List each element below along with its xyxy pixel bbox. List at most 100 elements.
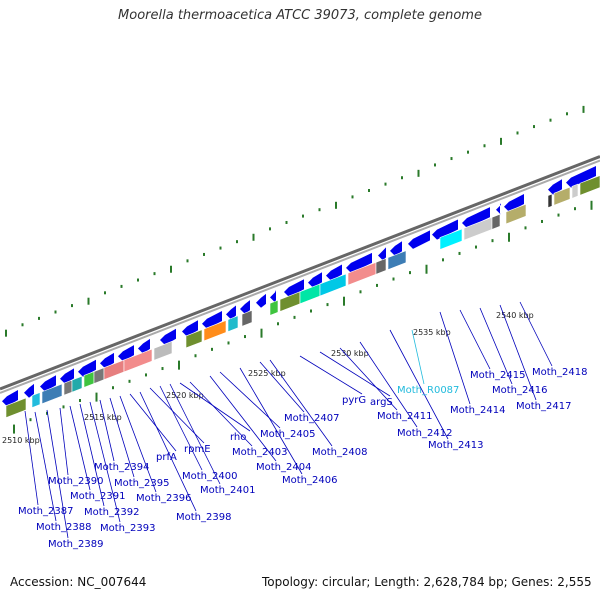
gene-label: Moth_2388 [36,522,91,533]
forward-gene-arrow [548,179,562,195]
forward-gene-arrow [270,290,276,303]
rna-label: Moth_R0087 [397,385,459,396]
gene-leader-line [159,385,203,471]
reverse-feature-box [269,299,279,316]
gene-leader-line [209,375,277,462]
gene-leader-line [46,409,69,539]
gene-label: rho [230,432,246,443]
reverse-feature-box [5,397,27,419]
gene-leader-line [69,405,91,491]
reverse-feature-box [71,375,83,393]
forward-gene-arrow [504,193,524,212]
gene-label: Moth_2400 [182,471,237,482]
reverse-feature-box [491,213,501,230]
scale-label: 2520 kbp [166,391,204,400]
forward-gene-arrow [390,241,402,256]
gene-label: Moth_2393 [100,523,155,534]
rna-leader-line [411,329,425,385]
gene-leader-line [99,399,115,462]
forward-gene-arrow [138,338,150,354]
gene-label: Moth_2404 [256,462,311,473]
forward-gene-arrow [432,219,458,240]
gene-leader-line [89,401,121,523]
gene-label: Moth_2394 [94,462,149,473]
forward-gene-arrow [202,310,222,329]
gene-label: Moth_2389 [48,539,103,550]
gene-leader-line [359,341,418,428]
forward-gene-arrow [566,166,596,188]
backbone-line [0,159,600,394]
backbone-line [0,155,600,391]
reverse-feature-box [319,273,347,297]
forward-gene-arrow [346,252,372,273]
gene-leader-line [319,351,391,397]
gene-leader-line [139,391,197,512]
gene-leader-line [459,309,491,370]
gene-label: Moth_2396 [136,493,191,504]
gene-label: prfA [156,452,177,463]
gene-leader-line [259,361,305,413]
reverse-feature-box [227,315,239,333]
gene-label: Moth_2390 [48,476,103,487]
forward-gene-arrow [182,320,198,337]
forward-gene-arrow [308,272,322,288]
gene-leader-line [109,397,135,478]
forward-gene-arrow [40,375,56,392]
gene-label: Moth_2416 [492,385,547,396]
gene-label: Moth_2392 [84,507,139,518]
reverse-feature-box [41,383,63,405]
gene-label: Moth_2398 [176,512,231,523]
forward-gene-arrow [496,203,501,215]
forward-gene-arrow [462,207,490,228]
gene-leader-line [119,395,157,493]
gene-leader-line [339,347,398,411]
forward-gene-arrow [118,345,134,362]
gene-leader-line [499,304,537,401]
gene-label: Moth_2418 [532,367,587,378]
genome-summary-label: Topology: circular; Length: 2,628,784 bp… [262,575,592,589]
reverse-feature-box [571,183,579,199]
reverse-feature-box [553,186,571,206]
scale-label: 2540 kbp [496,311,534,320]
gene-label: argS [370,397,393,408]
gene-leader-line [519,301,553,367]
gene-leader-line [34,411,57,522]
gene-label: Moth_2403 [232,447,287,458]
gene-label: Moth_2387 [18,506,73,517]
gene-leader-line [79,403,105,507]
gene-leader-line [189,381,253,447]
forward-gene-arrow [284,279,304,297]
gene-label: Moth_2417 [516,401,571,412]
gene-label: Moth_2413 [428,440,483,451]
gene-label: Moth_2405 [260,429,315,440]
forward-gene-arrow [408,230,430,249]
scale-label: 2510 kbp [2,436,40,445]
reverse-feature-box [153,340,173,361]
accession-label: Accession: NC_007644 [10,575,147,589]
gene-label: Moth_2406 [282,475,337,486]
reverse-feature-box [579,175,600,196]
forward-gene-arrow [256,293,266,308]
gene-leader-line [129,393,177,452]
forward-gene-arrow [2,390,18,407]
gene-label: Moth_2414 [450,405,505,416]
forward-gene-arrow [78,359,96,377]
forward-gene-arrow [226,305,236,320]
forward-gene-arrow [60,368,74,384]
reverse-feature-box [185,329,203,349]
gene-label: Moth_2395 [114,478,169,489]
gene-leader-line [59,407,69,476]
gene-label: Moth_2391 [70,491,125,502]
gene-label: Moth_2415 [470,370,525,381]
gene-label: Moth_2408 [312,447,367,458]
reverse-feature-box [375,257,387,275]
gene-leader-line [269,359,333,447]
forward-gene-arrow [240,300,250,314]
scale-label: 2530 kbp [331,349,369,358]
gene-leader-line [169,383,221,485]
scale-label: 2515 kbp [84,413,122,422]
reverse-feature-box [387,250,407,271]
reverse-feature-box [31,392,41,409]
gene-leader-line [179,382,251,432]
